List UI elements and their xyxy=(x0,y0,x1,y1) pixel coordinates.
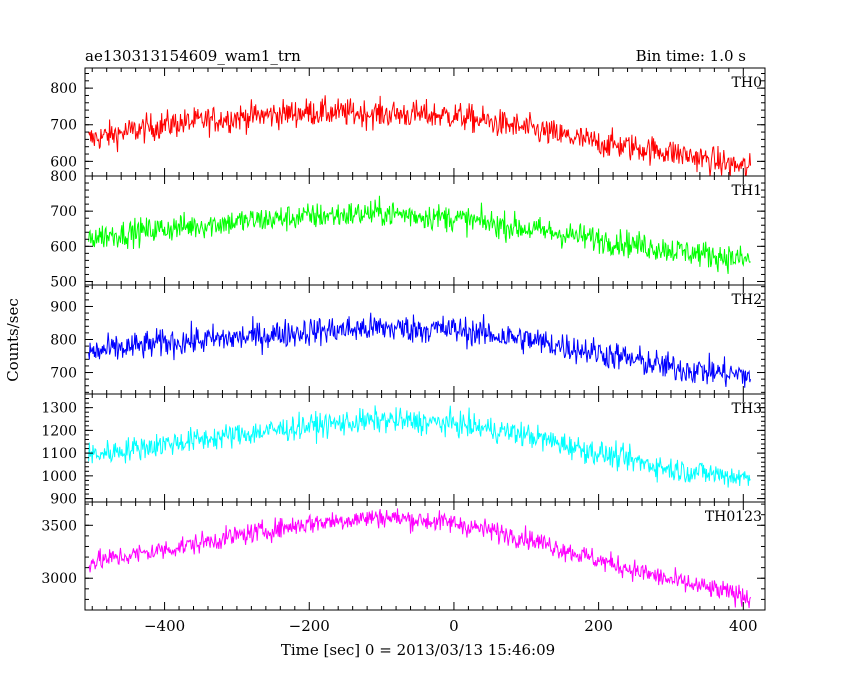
y-tick-label: 700 xyxy=(50,204,77,220)
y-tick-label: 1000 xyxy=(41,469,77,485)
y-tick-label: 900 xyxy=(50,299,77,315)
panel-th2: 700 800 900 TH2 xyxy=(50,284,766,395)
y-tick-label: 700 xyxy=(50,118,77,134)
y-tick-label: 1200 xyxy=(41,423,77,439)
panel-th3: 900 1000 1100 1200 1300 TH3 xyxy=(41,393,766,508)
y-tick-label: 500 xyxy=(50,274,77,290)
panel-label-th1: TH1 xyxy=(732,183,762,199)
y-tick-label: 900 xyxy=(50,492,77,508)
x-tick-label: −400 xyxy=(144,617,185,635)
panel-th0123: 3000 3500 TH0123 xyxy=(41,501,766,611)
series-th2 xyxy=(88,312,752,388)
panels-group: 600 700 800 TH0 500 600 700 800 TH1 700 800 900 TH2 9… xyxy=(41,67,766,611)
panel-frame xyxy=(84,67,766,177)
y-tick-label: 600 xyxy=(50,154,77,170)
chart-title: ae130313154609_wam1_trn xyxy=(85,47,301,65)
panel-th1: 500 600 700 800 TH1 xyxy=(50,169,766,290)
panel-frame xyxy=(84,175,766,286)
y-axis-label: Counts/sec xyxy=(4,298,22,382)
y-tick-label: 800 xyxy=(50,333,77,349)
panel-label-th2: TH2 xyxy=(732,292,762,308)
y-tick-label: 3500 xyxy=(41,518,77,534)
panel-label-th0: TH0 xyxy=(732,75,762,91)
series-th0123 xyxy=(88,508,751,609)
y-tick-label: 800 xyxy=(50,81,77,97)
y-tick-label: 800 xyxy=(50,169,77,185)
x-tick-label: −200 xyxy=(289,617,330,635)
y-tick-label: 3000 xyxy=(41,571,77,587)
series-th1 xyxy=(88,195,751,274)
panel-th0: 600 700 800 TH0 xyxy=(50,67,766,177)
y-tick-label: 600 xyxy=(50,239,77,255)
series-th3 xyxy=(88,405,751,488)
x-tick-label: 400 xyxy=(729,617,758,635)
y-tick-label: 1300 xyxy=(41,401,77,417)
panel-label-th3: TH3 xyxy=(732,401,762,417)
x-axis: −400 −200 0 200 400 xyxy=(144,617,758,635)
series-th0 xyxy=(88,95,752,176)
panel-frame xyxy=(84,501,766,611)
x-tick-label: 200 xyxy=(584,617,613,635)
bin-time-label: Bin time: 1.0 s xyxy=(636,47,746,65)
panel-frame xyxy=(84,393,766,503)
x-tick-label: 0 xyxy=(449,617,459,635)
y-tick-label: 700 xyxy=(50,366,77,382)
y-tick-label: 1100 xyxy=(41,446,77,462)
panel-label-th0123: TH0123 xyxy=(705,509,762,525)
x-axis-label: Time [sec] 0 = 2013/03/13 15:46:09 xyxy=(281,641,555,659)
